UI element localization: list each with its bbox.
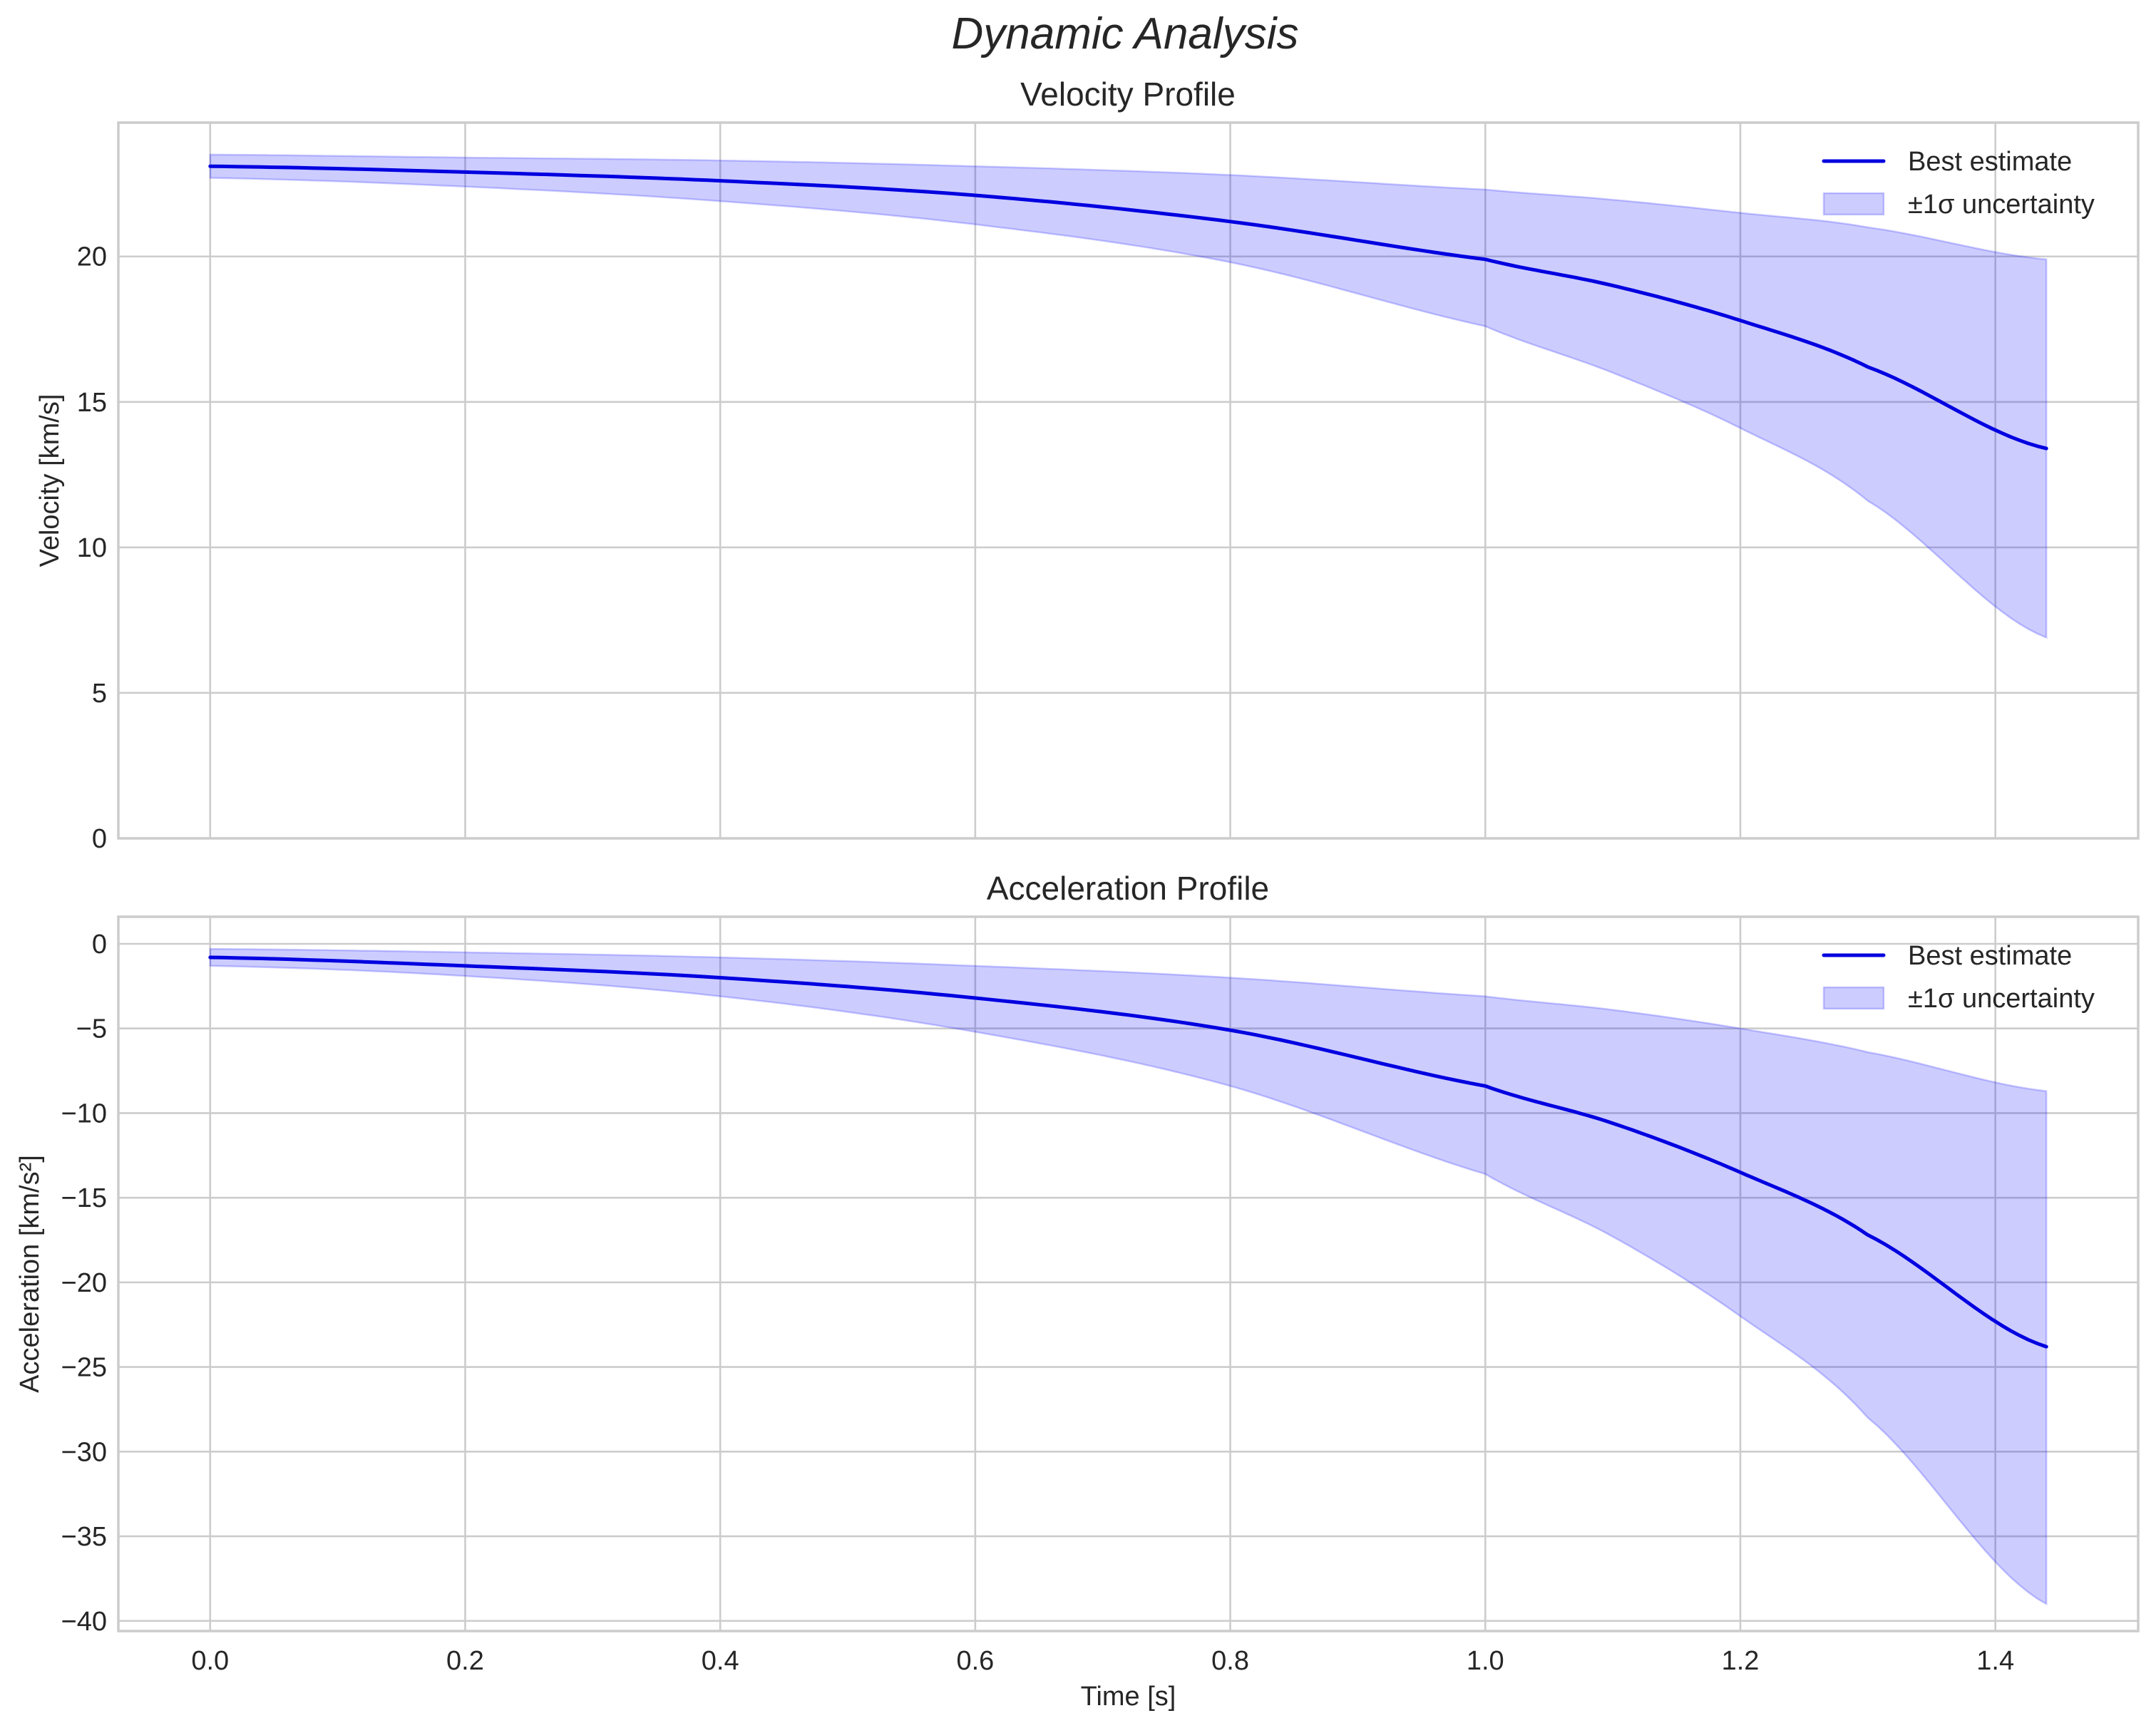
svg-text:1.2: 1.2 (1722, 1646, 1760, 1676)
svg-text:15: 15 (77, 388, 107, 418)
acceleration-y-tick-labels: 0 −5 −10 −15 −20 −25 −30 −35 −40 (61, 930, 107, 1637)
svg-text:1.4: 1.4 (1976, 1646, 2014, 1676)
svg-text:0: 0 (92, 824, 107, 854)
acceleration-panel-title: Acceleration Profile (987, 870, 1269, 907)
velocity-panel: Velocity Profile 0 5 10 15 20 Velocity [km/s… (35, 76, 2140, 854)
svg-text:0.0: 0.0 (191, 1646, 229, 1676)
svg-text:0.2: 0.2 (446, 1646, 484, 1676)
svg-text:0: 0 (92, 930, 107, 960)
svg-text:−10: −10 (61, 1099, 107, 1128)
svg-text:−40: −40 (61, 1607, 107, 1637)
legend-band-swatch (1822, 192, 1885, 216)
svg-text:−15: −15 (61, 1183, 107, 1213)
svg-text:0.8: 0.8 (1211, 1646, 1249, 1676)
time-x-axis-label: Time [s] (1081, 1682, 1176, 1712)
figure-title: Dynamic Analysis (952, 9, 1299, 58)
acceleration-panel: Acceleration Profile 0 −5 −10 −15 −20 −25 −30 −… (15, 870, 2140, 1712)
legend-label-uncertainty: ±1σ uncertainty (1908, 190, 2095, 220)
svg-text:10: 10 (77, 533, 107, 563)
svg-text:−25: −25 (61, 1353, 107, 1383)
velocity-axes-frame (117, 121, 2140, 840)
acceleration-legend: Best estimate ±1σ uncertainty (1822, 941, 2095, 1014)
velocity-panel-title: Velocity Profile (1020, 76, 1236, 113)
svg-text:−35: −35 (61, 1522, 107, 1552)
legend-label-best-estimate: Best estimate (1908, 147, 2072, 177)
svg-text:−30: −30 (61, 1437, 107, 1467)
acceleration-axes-frame (117, 915, 2140, 1632)
svg-text:−20: −20 (61, 1268, 107, 1298)
velocity-y-axis-label: Velocity [km/s] (35, 394, 65, 567)
svg-text:5: 5 (92, 679, 107, 709)
acceleration-y-axis-label: Acceleration [km/s²] (15, 1155, 45, 1393)
svg-text:1.0: 1.0 (1467, 1646, 1504, 1676)
legend-label-uncertainty: ±1σ uncertainty (1908, 984, 2095, 1014)
acceleration-uncertainty-band (209, 947, 2048, 1606)
svg-text:0.4: 0.4 (702, 1646, 739, 1676)
acceleration-best-estimate-line (208, 955, 2048, 1349)
svg-text:20: 20 (77, 242, 107, 272)
velocity-uncertainty-band (209, 153, 2048, 639)
velocity-legend: Best estimate ±1σ uncertainty (1822, 147, 2095, 220)
velocity-best-estimate-line (208, 164, 2048, 451)
svg-text:−5: −5 (76, 1014, 107, 1044)
legend-band-swatch (1822, 986, 1885, 1010)
legend-label-best-estimate: Best estimate (1908, 941, 2072, 971)
time-x-tick-labels: 0.0 0.2 0.4 0.6 0.8 1.0 1.2 1.4 (191, 1646, 2014, 1676)
svg-text:0.6: 0.6 (956, 1646, 994, 1676)
velocity-y-tick-labels: 0 5 10 15 20 (77, 242, 107, 854)
acceleration-grid (118, 917, 2138, 1631)
